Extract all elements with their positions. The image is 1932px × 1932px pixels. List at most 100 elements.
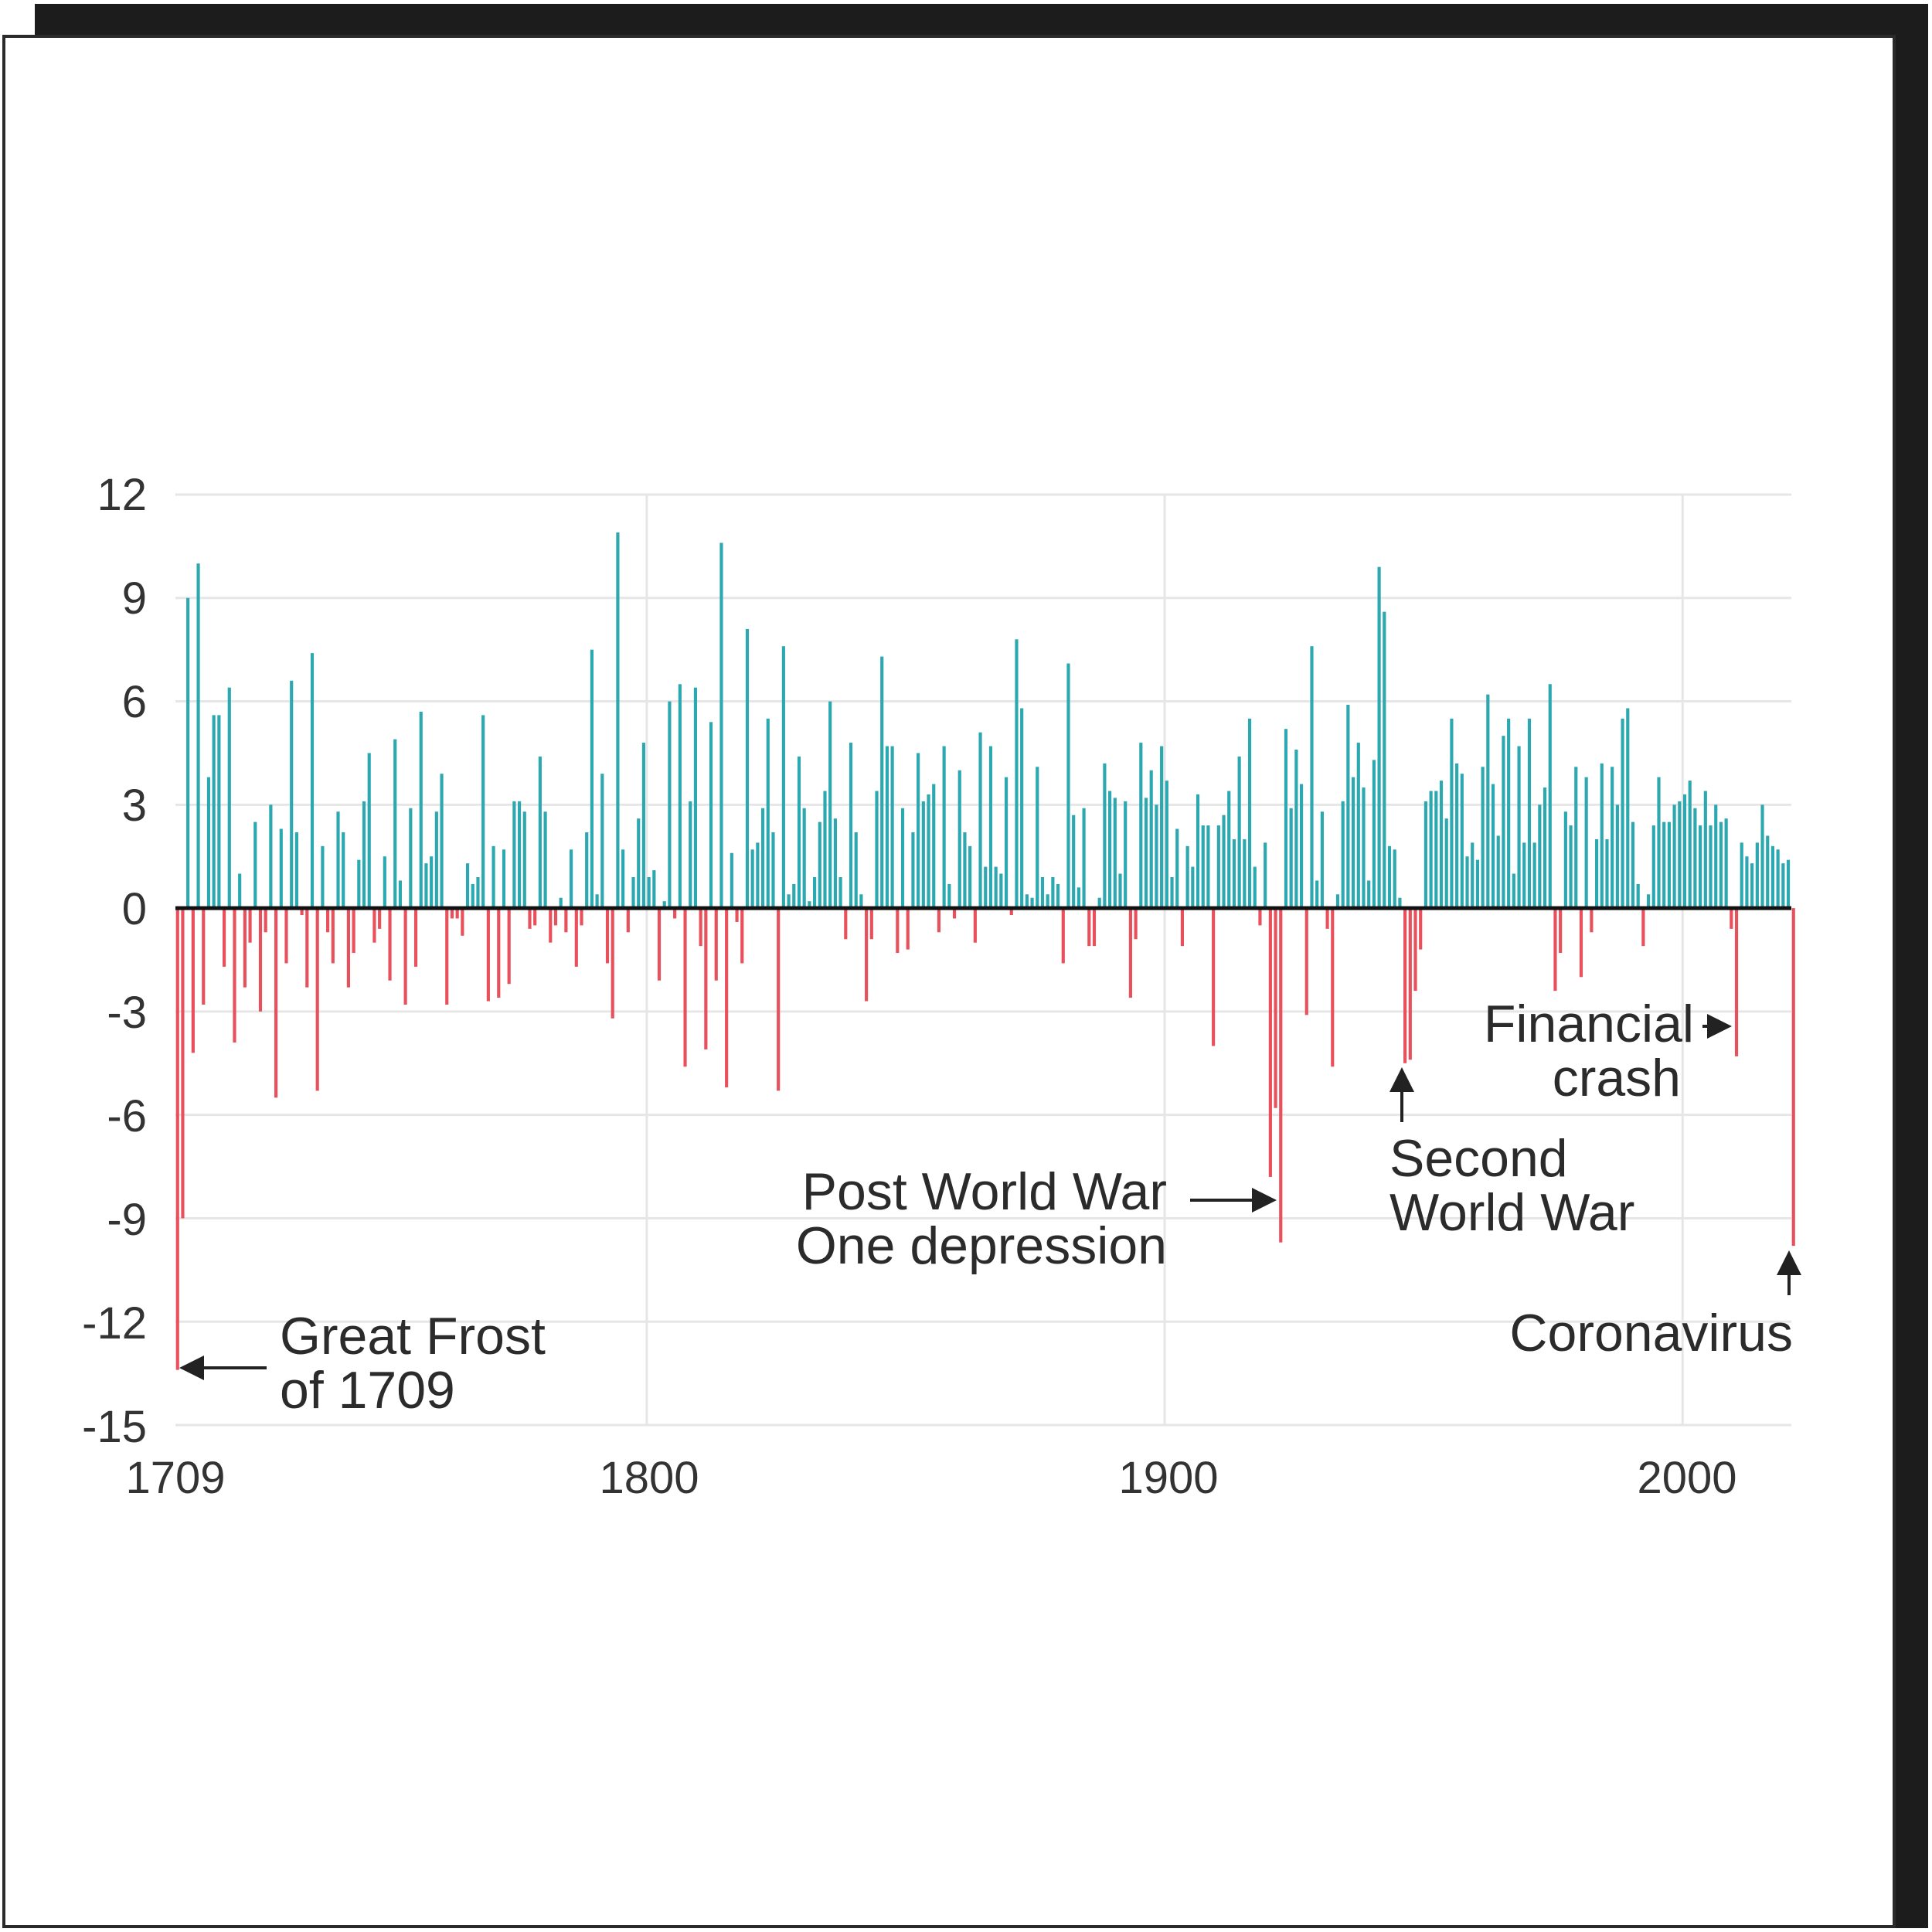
bar	[238, 873, 242, 909]
bar	[662, 901, 666, 909]
bar	[1362, 787, 1366, 909]
bar	[564, 908, 568, 933]
bar	[585, 832, 589, 909]
bar	[352, 908, 355, 954]
bar	[502, 849, 506, 909]
bar	[269, 804, 273, 909]
annotation-coronavirus: Coronavirus	[1509, 1250, 1801, 1362]
bar	[549, 908, 553, 943]
bar	[1118, 873, 1122, 909]
bar	[719, 543, 723, 909]
bar	[1025, 894, 1029, 909]
bar	[792, 883, 796, 909]
bar	[1222, 815, 1226, 909]
bar	[512, 801, 516, 909]
bar	[1403, 908, 1407, 1063]
y-tick-label: -12	[82, 1298, 147, 1349]
bar	[290, 680, 294, 909]
bar	[1212, 908, 1216, 1046]
bar	[611, 908, 614, 1019]
bar	[1491, 784, 1495, 909]
bar	[465, 863, 470, 909]
bar	[403, 908, 407, 1005]
bar	[258, 908, 263, 1012]
bar	[1745, 856, 1749, 909]
bar	[631, 876, 635, 909]
bar	[1584, 777, 1588, 909]
bar	[963, 832, 967, 909]
bar	[553, 908, 558, 926]
bar	[1144, 798, 1148, 909]
bar	[1077, 887, 1080, 909]
bar	[1781, 863, 1785, 909]
bar	[461, 908, 464, 936]
bar	[336, 811, 340, 909]
bar	[859, 894, 863, 909]
bar	[1103, 763, 1107, 909]
bar	[191, 908, 195, 1053]
bar	[1434, 791, 1438, 909]
bar	[1284, 729, 1288, 909]
bar	[1439, 781, 1444, 909]
bar	[668, 701, 672, 909]
bar	[243, 908, 247, 988]
annotation-text: World War	[1389, 1183, 1634, 1242]
bar	[797, 756, 801, 909]
bar	[1532, 842, 1536, 909]
bar	[1264, 842, 1267, 909]
annotation-great-frost: Great Frost of 1709	[179, 1307, 546, 1420]
bar	[450, 908, 454, 919]
bar	[528, 908, 532, 929]
bar	[1346, 705, 1350, 909]
bar	[621, 849, 625, 909]
bar	[777, 908, 781, 1091]
bar	[1356, 743, 1360, 909]
bar	[937, 908, 941, 933]
bar	[1766, 835, 1770, 909]
bar	[1636, 883, 1640, 909]
bar	[813, 876, 817, 909]
bar	[1092, 908, 1097, 947]
bar	[522, 811, 526, 909]
bar	[1770, 845, 1775, 909]
bar	[424, 863, 428, 909]
bar	[1413, 908, 1417, 992]
bar	[1216, 825, 1220, 909]
bar	[1750, 863, 1754, 909]
annotation-text: One depression	[796, 1216, 1167, 1275]
y-tick-label: -9	[107, 1195, 147, 1245]
bar	[1693, 808, 1697, 909]
bar	[1206, 825, 1210, 909]
bar	[1621, 718, 1624, 909]
bar	[637, 818, 641, 909]
bar	[896, 908, 900, 954]
bar	[1128, 908, 1132, 998]
bar	[1682, 794, 1687, 909]
bar	[1335, 894, 1340, 909]
bar	[787, 894, 791, 909]
bar	[689, 801, 692, 909]
bar	[445, 908, 449, 1005]
bar	[1310, 646, 1314, 909]
bar	[1170, 876, 1174, 909]
bar	[917, 753, 920, 909]
bar	[911, 832, 915, 909]
x-tick-label: 1900	[1118, 1453, 1218, 1503]
bar	[849, 743, 853, 909]
bar	[1191, 866, 1195, 909]
annotation-text: Financial	[1484, 995, 1694, 1053]
bar	[1009, 908, 1013, 916]
bar	[538, 756, 542, 909]
bar	[1600, 763, 1604, 909]
bar	[1247, 718, 1252, 909]
bar	[1559, 908, 1563, 954]
gridlines	[175, 493, 1791, 1427]
bar	[413, 908, 418, 967]
bar	[321, 845, 325, 909]
bar	[310, 653, 315, 909]
bar	[1626, 708, 1630, 909]
bar	[1108, 791, 1112, 909]
x-tick-label: 1800	[599, 1453, 699, 1503]
bar	[1237, 756, 1241, 909]
